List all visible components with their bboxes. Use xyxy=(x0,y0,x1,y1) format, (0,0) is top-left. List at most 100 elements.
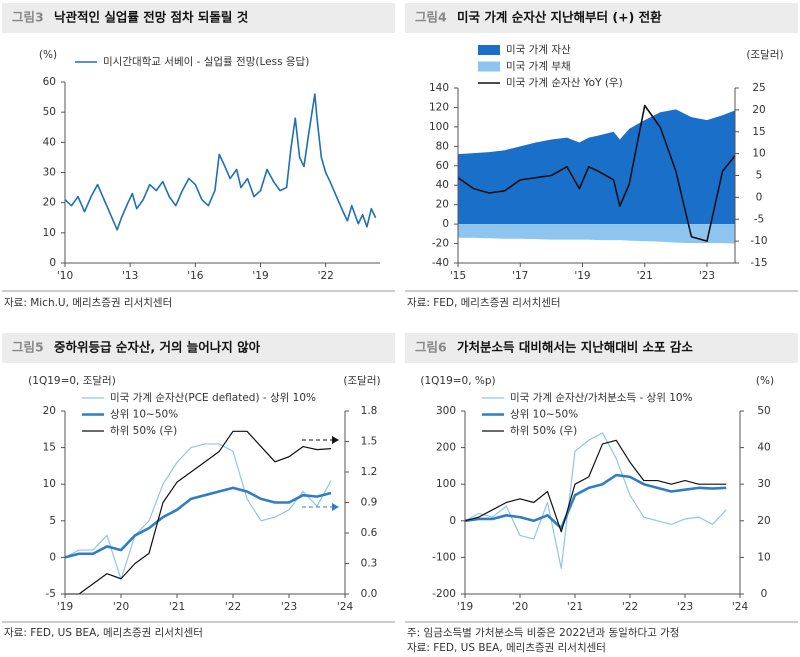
line xyxy=(64,93,377,231)
chart-title: 가처분소득 대비해서는 지난해대비 소포 감소 xyxy=(457,340,693,355)
y-tick-label: 140 xyxy=(429,82,449,94)
x-tick-label: '15 xyxy=(450,270,466,282)
figure-label: 그림3 xyxy=(12,10,44,25)
y-tick-label: -5 xyxy=(46,588,56,600)
legend-label: 미시간대학교 서베이 - 실업률 전망(Less 응답) xyxy=(103,55,309,68)
legend-label: 미국 가계 순자산 YoY (우) xyxy=(506,77,623,89)
y2-tick-label: 0.3 xyxy=(361,558,378,570)
figure-label: 그림4 xyxy=(415,10,447,25)
y-tick-label: 10 xyxy=(43,227,56,239)
x-tick-label: '19 xyxy=(252,270,268,282)
legend-swatch xyxy=(478,45,500,55)
y2-tick-label: 0.6 xyxy=(361,527,378,539)
x-tick-label: '20 xyxy=(113,601,129,613)
y-tick-label: 20 xyxy=(43,405,56,417)
y-unit: (1Q19=0, %p) xyxy=(420,375,495,387)
chart-title: 낙관적인 실업률 전망 점차 되돌릴 것 xyxy=(54,10,248,25)
y2-tick-label: 15 xyxy=(752,126,765,138)
y-unit: (1Q19=0, 조달러) xyxy=(28,375,116,387)
x-tick-label: '22 xyxy=(318,270,334,282)
y2-tick-label: 0.9 xyxy=(361,497,378,509)
x-tick-label: '21 xyxy=(169,601,185,613)
y2-tick-label: 25 xyxy=(752,82,765,94)
legend-label: 상위 10~50% xyxy=(510,408,578,421)
y2-tick-label: -10 xyxy=(750,235,767,247)
y-tick-label: -40 xyxy=(432,257,449,269)
y2-tick-label: 0 xyxy=(761,588,768,600)
y-tick-label: 60 xyxy=(43,76,56,88)
x-tick-label: '24 xyxy=(732,601,749,613)
y2-tick-label: 1.5 xyxy=(361,436,378,448)
figure-label: 그림5 xyxy=(12,340,44,355)
legend-label: 하위 50% (우) xyxy=(510,424,577,437)
y-tick-label: 120 xyxy=(429,101,449,113)
legend-label: 미국 가계 자산 xyxy=(506,44,571,56)
figure-label: 그림6 xyxy=(415,340,447,355)
x-tick-label: '23 xyxy=(281,601,297,613)
y-tick-label: 0 xyxy=(442,218,449,230)
y-tick-label: 30 xyxy=(43,167,56,179)
x-tick-label: '22 xyxy=(225,601,241,613)
y2-unit: (%) xyxy=(756,375,774,387)
y-tick-label: 40 xyxy=(436,179,449,191)
y-tick-label: 20 xyxy=(436,199,449,211)
x-tick-label: '23 xyxy=(699,270,715,282)
y2-tick-label: 10 xyxy=(752,148,765,160)
y-tick-label: 100 xyxy=(436,478,456,490)
y-tick-label: 60 xyxy=(436,160,449,172)
line xyxy=(64,443,332,580)
area xyxy=(458,109,735,225)
line xyxy=(464,439,727,533)
y-tick-label: 300 xyxy=(436,405,456,417)
y-tick-label: 200 xyxy=(436,442,456,454)
legend-label: 하위 50% (우) xyxy=(110,424,177,437)
y-tick-label: 100 xyxy=(429,121,449,133)
x-tick-label: '21 xyxy=(567,601,583,613)
y2-tick-label: 0.0 xyxy=(361,588,378,600)
y2-tick-label: 0 xyxy=(756,191,763,203)
x-tick-label: '19 xyxy=(457,601,473,613)
x-tick-label: '19 xyxy=(57,601,73,613)
header-bar xyxy=(2,3,395,33)
y-tick-label: 40 xyxy=(43,136,56,148)
header-bar xyxy=(2,333,395,363)
x-tick-label: '19 xyxy=(574,270,590,282)
y-tick-label: 10 xyxy=(43,478,56,490)
line xyxy=(464,473,727,530)
x-tick-label: '10 xyxy=(57,270,73,282)
line xyxy=(464,432,727,569)
x-tick-label: '21 xyxy=(637,270,653,282)
chart-title: 미국 가계 순자산 지난해부터 (+) 전환 xyxy=(457,10,662,25)
y2-tick-label: 30 xyxy=(757,478,770,490)
y2-tick-label: 5 xyxy=(756,170,763,182)
x-tick-label: '22 xyxy=(622,601,638,613)
x-tick-label: '17 xyxy=(512,270,528,282)
y2-tick-label: 20 xyxy=(752,104,765,116)
y-tick-label: 0 xyxy=(49,551,56,563)
y2-tick-label: 1.2 xyxy=(361,466,378,478)
y-tick-label: -20 xyxy=(432,238,449,250)
legend-swatch xyxy=(478,61,500,72)
x-tick-label: '24 xyxy=(337,601,354,613)
y2-unit: (조달러) xyxy=(343,375,380,387)
y2-tick-label: 10 xyxy=(757,551,770,563)
y2-tick-label: 20 xyxy=(757,515,770,527)
x-tick-label: '13 xyxy=(122,270,138,282)
legend-label: 상위 10~50% xyxy=(110,408,178,421)
source-note: 주: 임금소득별 가처분소득 비중은 2022년과 동일하다고 가정 xyxy=(407,626,679,639)
legend-label: 미국 가계 순자산/가처분소득 - 상위 10% xyxy=(510,391,693,404)
y-tick-label: 0 xyxy=(49,257,56,269)
y2-tick-label: 40 xyxy=(757,442,770,454)
header-bar xyxy=(405,3,798,33)
y2-tick-label: 1.8 xyxy=(361,405,378,417)
y-tick-label: 5 xyxy=(49,515,56,527)
line xyxy=(64,486,332,559)
y-tick-label: -200 xyxy=(432,588,456,600)
y2-tick-label: -15 xyxy=(750,257,767,269)
source-note: 자료: FED, US BEA, 메리츠증권 리서치센터 xyxy=(4,627,203,639)
y2-tick-label: 50 xyxy=(757,405,770,417)
legend-label: 미국 가계 순자산(PCE deflated) - 상위 10% xyxy=(110,391,316,404)
y-tick-label: 20 xyxy=(43,197,56,209)
